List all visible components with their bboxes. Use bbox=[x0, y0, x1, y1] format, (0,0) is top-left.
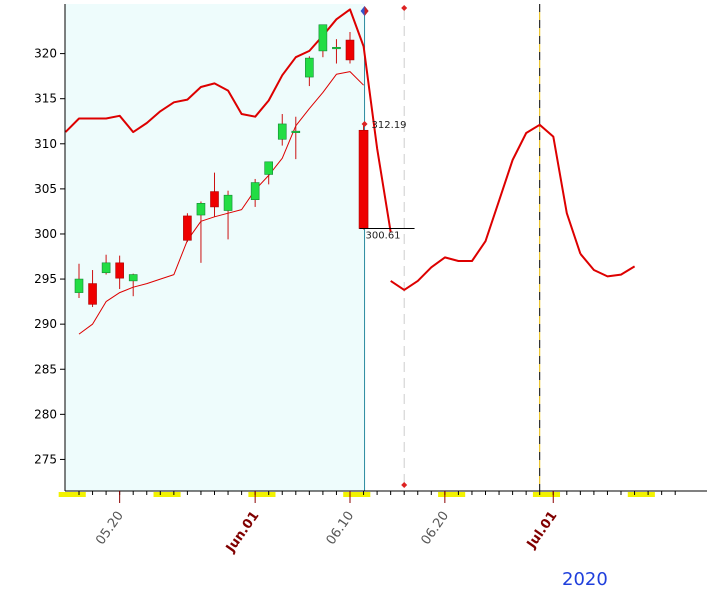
y-tick-label: 300 bbox=[34, 227, 57, 241]
history-background bbox=[65, 4, 365, 491]
x-tick-label: 06.10 bbox=[324, 509, 358, 548]
candle-body bbox=[128, 274, 138, 282]
weekend-marker bbox=[532, 492, 561, 497]
candle bbox=[128, 273, 138, 297]
candle bbox=[277, 114, 287, 146]
candle-body bbox=[264, 161, 274, 175]
candle-body bbox=[345, 39, 355, 61]
candle bbox=[264, 161, 274, 185]
candle bbox=[115, 255, 124, 289]
candle-body bbox=[277, 123, 287, 140]
y-tick-label: 275 bbox=[34, 452, 57, 466]
weekend-markers bbox=[58, 492, 655, 497]
axes bbox=[64, 4, 707, 492]
candle bbox=[223, 190, 233, 240]
candle bbox=[101, 254, 111, 275]
candle bbox=[318, 24, 328, 58]
candle bbox=[358, 123, 369, 230]
candle-body bbox=[196, 203, 206, 216]
vertical-markers bbox=[360, 4, 541, 491]
candle bbox=[345, 31, 355, 64]
candle-body bbox=[358, 129, 369, 229]
candle-body bbox=[250, 182, 260, 201]
projection-start-top-diamond bbox=[401, 5, 408, 11]
y-tick-label: 320 bbox=[34, 47, 57, 61]
x-axis-ticks: 05.20 Jun.01 06.10 06.20 Jul.01 bbox=[78, 491, 676, 556]
candle-body bbox=[210, 191, 219, 208]
candle bbox=[88, 270, 97, 308]
candle-body bbox=[101, 262, 111, 274]
forecast-line bbox=[390, 123, 582, 291]
candle-body bbox=[223, 194, 233, 211]
close-value-label: 300.61 bbox=[366, 230, 401, 241]
candle-body bbox=[305, 57, 314, 78]
y-tick-label: 310 bbox=[34, 137, 57, 151]
x-tick-label: 06.20 bbox=[418, 509, 452, 548]
candle bbox=[250, 178, 260, 207]
x-tick-label: Jul.01 bbox=[524, 509, 561, 552]
high-marker bbox=[361, 121, 368, 128]
candle bbox=[74, 263, 84, 299]
candle-body bbox=[291, 130, 301, 133]
candle bbox=[305, 56, 314, 87]
candle bbox=[210, 172, 219, 217]
x-tick-label: Jun.01 bbox=[223, 509, 262, 556]
weekend-marker bbox=[248, 492, 276, 497]
candle-body bbox=[318, 24, 328, 52]
candle-body bbox=[88, 283, 97, 305]
x-tick-label: 05.20 bbox=[93, 509, 127, 548]
lower-band-line bbox=[78, 71, 364, 335]
candle bbox=[291, 116, 301, 160]
year-label: 2020 bbox=[562, 569, 608, 590]
candle-body bbox=[332, 46, 341, 50]
candles bbox=[74, 24, 369, 308]
price-annotations: 312.19 300.61 bbox=[359, 120, 415, 241]
upper-band-line bbox=[64, 8, 392, 233]
y-axis-ticks: 275 280 285 290 295 300 305 310 315 320 bbox=[34, 47, 65, 466]
weekend-marker bbox=[627, 492, 655, 497]
weekend-marker bbox=[153, 492, 181, 497]
high-value-label: 312.19 bbox=[372, 120, 407, 131]
y-tick-label: 285 bbox=[34, 362, 57, 376]
candle bbox=[332, 39, 341, 64]
projection-start-bottom-diamond bbox=[401, 482, 408, 488]
forecast-tail-line bbox=[579, 253, 636, 278]
weekend-marker bbox=[343, 492, 371, 497]
y-tick-label: 280 bbox=[34, 407, 57, 421]
y-tick-label: 295 bbox=[34, 272, 57, 286]
candle-body bbox=[183, 215, 192, 241]
y-tick-label: 305 bbox=[34, 182, 57, 196]
y-tick-label: 290 bbox=[34, 317, 57, 331]
weekend-marker bbox=[58, 492, 86, 497]
candle bbox=[183, 213, 192, 243]
candle bbox=[196, 201, 206, 263]
y-tick-label: 315 bbox=[34, 92, 57, 106]
current-day-diamond-half bbox=[364, 6, 369, 16]
band-lines bbox=[64, 8, 636, 335]
weekend-marker bbox=[438, 492, 466, 497]
candle-body bbox=[115, 262, 124, 279]
candle-body bbox=[74, 278, 84, 293]
